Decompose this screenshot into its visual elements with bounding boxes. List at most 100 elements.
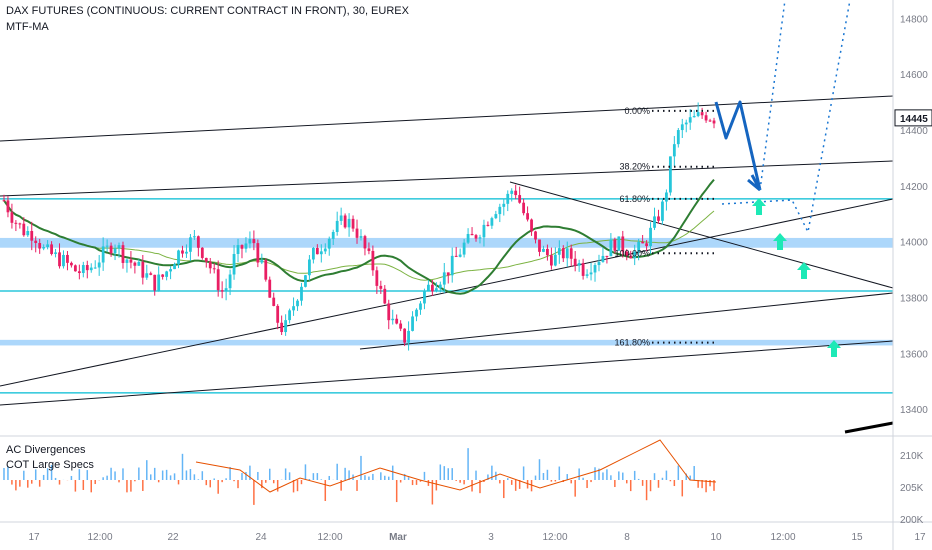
price-tick-label: 14400 <box>900 126 928 137</box>
candle-body <box>192 236 196 238</box>
candle-body <box>137 261 141 266</box>
trend-line <box>844 421 894 434</box>
candle-body <box>34 240 38 244</box>
candle-body <box>38 243 42 249</box>
sub-indicator-label-2: COT Large Specs <box>6 459 94 471</box>
candle-body <box>486 224 490 226</box>
candle-body <box>542 248 545 252</box>
candle-body <box>200 247 204 258</box>
candle-body <box>661 201 664 221</box>
projection-path <box>714 100 762 191</box>
candle-body <box>89 267 93 271</box>
candle-body <box>526 213 529 220</box>
candle-body <box>569 248 573 259</box>
last-price-tag <box>894 109 932 127</box>
candle-body <box>30 231 34 241</box>
candle-body <box>268 279 272 298</box>
candle-body <box>280 322 284 333</box>
scenario-line <box>759 0 786 191</box>
candle-body <box>613 239 617 251</box>
candle-body <box>577 263 581 266</box>
candlestick-series <box>2 102 716 351</box>
price-tick-label: 14200 <box>900 182 928 193</box>
candle-body <box>530 219 533 232</box>
candle-body <box>450 255 454 276</box>
candle-body <box>534 231 537 240</box>
candle-body <box>117 245 121 249</box>
candle-body <box>212 268 216 270</box>
candle-body <box>73 265 77 272</box>
candle-body <box>498 206 502 215</box>
trend-line <box>509 181 894 289</box>
time-tick-label: 12:00 <box>317 532 342 543</box>
candle-body <box>430 284 434 292</box>
up-arrow-icon <box>773 233 787 250</box>
candle-body <box>244 243 248 249</box>
candle-body <box>510 190 514 194</box>
candle-body <box>522 202 526 214</box>
trend-line <box>0 340 894 406</box>
price-tick-label: 13800 <box>900 293 928 304</box>
candle-body <box>621 236 625 252</box>
candle-body <box>557 248 561 255</box>
candle-body <box>573 258 577 266</box>
candle-body <box>284 320 288 333</box>
last-price-label: 14445 <box>900 114 928 125</box>
candle-body <box>113 248 117 254</box>
time-tick-label: 24 <box>255 532 267 543</box>
candle-body <box>288 310 291 321</box>
candle-body <box>169 269 172 272</box>
candle-body <box>538 239 541 252</box>
candle-body <box>708 120 712 122</box>
candle-body <box>688 117 692 123</box>
candle-body <box>561 248 565 259</box>
candle-body <box>50 244 53 254</box>
candle-body <box>248 239 252 244</box>
candle-body <box>581 263 585 276</box>
candle-body <box>696 112 700 117</box>
candle-body <box>181 250 184 254</box>
candle-body <box>502 203 506 207</box>
support-zone <box>0 339 893 346</box>
candle-body <box>228 274 232 289</box>
candle-body <box>403 328 407 343</box>
candle-body <box>331 231 335 239</box>
candle-body <box>335 220 339 232</box>
candle-body <box>189 237 192 252</box>
candle-body <box>10 212 14 223</box>
candle-body <box>22 223 26 236</box>
trend-line <box>0 198 894 387</box>
candle-body <box>387 303 391 321</box>
candle-body <box>427 284 430 291</box>
candle-body <box>474 235 478 239</box>
candle-body <box>14 222 18 224</box>
time-tick-label: 22 <box>167 532 179 543</box>
candle-body <box>153 274 157 291</box>
candle-body <box>204 257 208 262</box>
osc-tick-label: 200K <box>900 515 924 526</box>
candle-body <box>617 236 621 251</box>
candle-body <box>466 233 470 243</box>
candle-body <box>260 260 264 263</box>
candle-body <box>371 250 375 271</box>
candle-body <box>196 236 200 248</box>
candle-body <box>391 318 395 321</box>
candle-body <box>668 156 672 193</box>
up-arrow-icon <box>752 198 766 215</box>
candle-body <box>85 265 89 271</box>
candle-body <box>311 247 315 260</box>
candle-body <box>18 223 22 225</box>
candle-body <box>411 316 414 331</box>
candle-body <box>684 122 688 125</box>
candle-body <box>379 285 383 289</box>
candle-body <box>700 112 704 116</box>
fib-level-label: 161.80% <box>614 338 650 348</box>
candle-body <box>641 241 645 244</box>
trend-lines <box>0 95 894 434</box>
candle-body <box>129 259 133 263</box>
candle-body <box>97 262 101 268</box>
candle-body <box>62 254 65 267</box>
sub-indicator-label-1: AC Divergences <box>6 444 86 456</box>
candle-body <box>224 288 228 292</box>
